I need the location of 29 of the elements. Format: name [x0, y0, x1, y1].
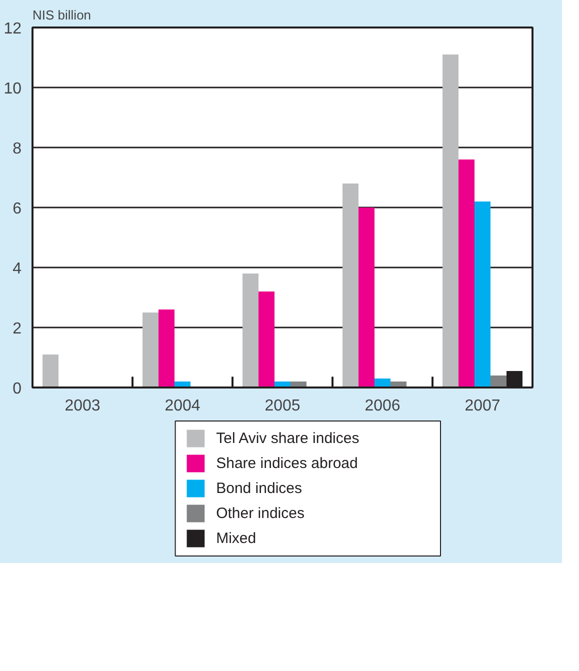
- x-tick-label: 2007: [464, 398, 500, 414]
- bar: [42, 354, 58, 388]
- bar: [458, 160, 474, 388]
- x-tick-label: 2006: [364, 398, 400, 414]
- legend-label: Other indices: [216, 505, 304, 522]
- bar: [358, 208, 374, 388]
- x-tick-label: 2004: [164, 398, 200, 414]
- y-tick-label: 4: [12, 260, 22, 278]
- x-tick-label: 2005: [264, 398, 300, 414]
- bar: [242, 274, 258, 388]
- y-tick-label: 12: [4, 20, 22, 38]
- legend-label: Share indices abroad: [216, 455, 358, 472]
- bar: [158, 310, 174, 388]
- y-tick-label: 0: [12, 380, 22, 398]
- legend-label: Bond indices: [216, 480, 302, 497]
- bar: [258, 292, 274, 388]
- y-tick-label: 10: [4, 80, 22, 98]
- y-tick-label: 2: [12, 320, 22, 338]
- y-tick-label: 8: [12, 140, 22, 158]
- y-tick-label: 6: [12, 200, 22, 218]
- bar: [474, 202, 490, 388]
- y-axis-title: NIS billion: [32, 8, 92, 22]
- x-tick-label: 2003: [64, 398, 100, 414]
- bar: [442, 54, 458, 388]
- bar: [142, 312, 158, 388]
- legend-label: Mixed: [216, 530, 256, 547]
- bar: [342, 184, 358, 388]
- legend-label: Tel Aviv share indices: [216, 430, 360, 447]
- bar: [490, 376, 506, 388]
